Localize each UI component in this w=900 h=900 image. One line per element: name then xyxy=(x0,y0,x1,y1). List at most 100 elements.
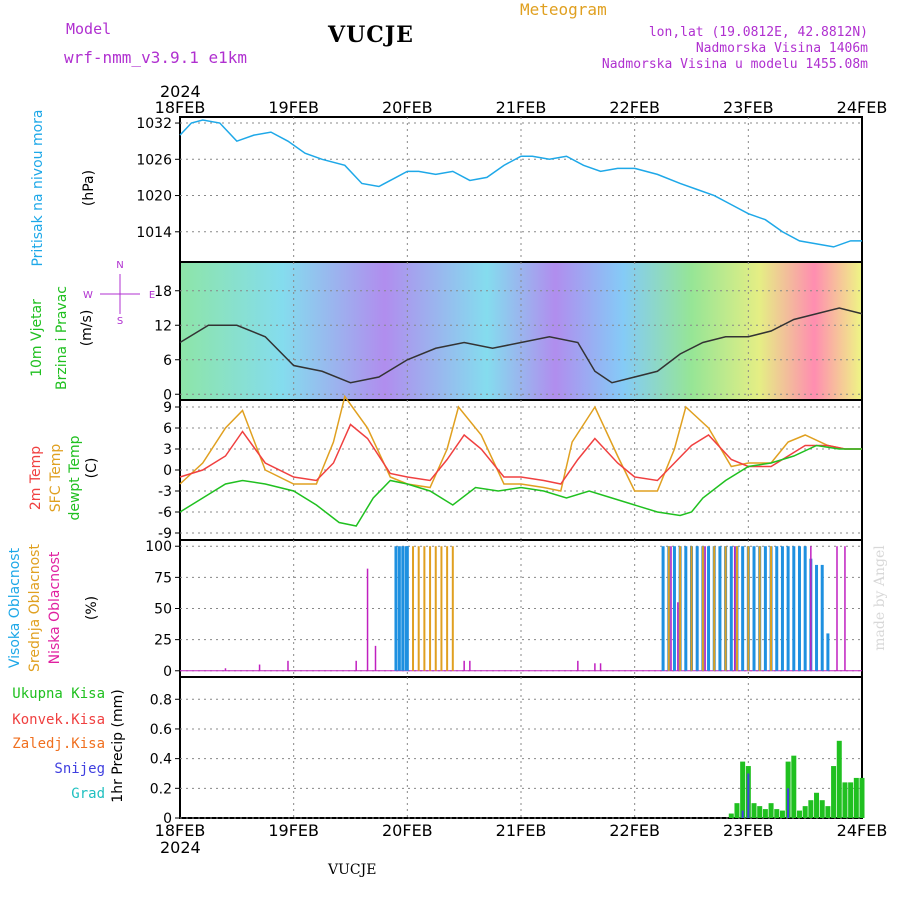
footer-station: VUCJE xyxy=(328,862,377,878)
total-precip-bar xyxy=(825,806,831,818)
compass-label: N xyxy=(116,260,123,271)
low-cloud-bar xyxy=(224,668,227,671)
low-cloud-bar xyxy=(463,660,465,671)
legend-snow: Snijeg xyxy=(54,761,105,777)
low-cloud-bar xyxy=(287,660,289,671)
high-cloud-bar xyxy=(792,546,796,671)
low-cloud-bar xyxy=(594,663,596,671)
high-cloud-bar xyxy=(797,546,801,671)
legend-conv-precip: Konvek.Kisa xyxy=(12,712,105,728)
model-altitude-text: Nadmorska Visina u modelu 1455.08m xyxy=(601,57,868,72)
total-precip-bar xyxy=(859,777,865,818)
total-precip-bar xyxy=(814,792,820,818)
year-top: 2024 xyxy=(160,82,201,101)
x-tick-label-top: 22FEB xyxy=(609,98,660,117)
low-cloud-bar xyxy=(366,568,369,671)
mid-cloud-bar xyxy=(434,546,437,671)
x-tick-label-bottom: 22FEB xyxy=(609,821,660,840)
y-tick-label: 0.6 xyxy=(150,722,172,738)
x-tick-label-bottom: 18FEB xyxy=(155,821,206,840)
high-cloud-bar xyxy=(695,546,699,671)
x-tick-label-bottom: 23FEB xyxy=(723,821,774,840)
page-title: VUCJE xyxy=(328,22,414,48)
y-tick-label: 0.2 xyxy=(150,781,172,797)
total-precip-bar xyxy=(802,806,808,818)
low-cloud-bar xyxy=(599,663,602,671)
low-cloud-bar xyxy=(670,546,672,671)
y-tick-label: 12 xyxy=(154,318,172,334)
high-cloud-bar xyxy=(786,546,790,671)
high-cloud-bar xyxy=(405,546,409,671)
y-tick-label: 18 xyxy=(154,284,172,300)
y-tick-label: -6 xyxy=(158,505,172,521)
year-bottom: 2024 xyxy=(160,838,201,857)
high-cloud-bar xyxy=(684,546,688,671)
high-cloud-bar xyxy=(752,546,756,671)
dewpt-line xyxy=(179,444,862,527)
total-precip-bar xyxy=(762,809,768,818)
x-tick-label-bottom: 19FEB xyxy=(268,821,319,840)
high-cloud-bar xyxy=(661,546,665,671)
low-cloud-bar xyxy=(810,546,812,671)
compass-label: S xyxy=(117,316,123,327)
y-tick-label: 50 xyxy=(154,602,172,618)
sfc-temp-line xyxy=(179,394,862,492)
x-tick-label-top: 21FEB xyxy=(496,98,547,117)
total-precip-bar xyxy=(796,810,802,818)
total-precip-bar xyxy=(728,813,734,818)
y-tick-label: 0 xyxy=(163,811,172,827)
panel-frame-5 xyxy=(179,676,863,819)
y-tick-label: 1020 xyxy=(136,189,172,205)
total-precip-bar xyxy=(836,740,842,818)
y-tick-label: 6 xyxy=(163,353,172,369)
mid-cloud-bar xyxy=(747,546,750,671)
x-tick-label-top: 23FEB xyxy=(723,98,774,117)
x-tick-label-bottom: 21FEB xyxy=(496,821,547,840)
mid-cloud-bar xyxy=(724,546,727,671)
high-cloud-bar xyxy=(803,546,807,671)
total-precip-bar xyxy=(740,761,746,818)
y-tick-label: 0 xyxy=(163,463,172,479)
high-cloud-bar xyxy=(401,546,405,671)
mid-cloud-bar xyxy=(417,546,420,671)
total-precip-bar xyxy=(791,755,797,818)
total-precip-bar xyxy=(751,803,757,818)
high-cloud-bar xyxy=(775,546,779,671)
y-tick-label: 0.8 xyxy=(150,692,172,708)
y-tick-label: -9 xyxy=(158,526,172,542)
mid-cloud-bar xyxy=(440,546,443,671)
y-tick-label: 0 xyxy=(163,387,172,403)
coords-text: lon,lat (19.0812E, 42.8812N) xyxy=(648,25,868,40)
high-cloud-bar xyxy=(672,546,676,671)
compass-label: E xyxy=(149,290,155,301)
mid-cloud-bar xyxy=(690,546,693,671)
y-tick-label: 9 xyxy=(163,400,172,416)
low-cloud-bar xyxy=(836,546,838,671)
x-tick-label-top: 20FEB xyxy=(382,98,433,117)
model-label: Model xyxy=(66,20,112,38)
low-cloud-bar xyxy=(374,645,377,671)
mid-cloud-bar xyxy=(429,546,432,671)
y-tick-label: 3 xyxy=(163,442,172,458)
mid-cloud-bar xyxy=(451,546,454,671)
total-precip-bar xyxy=(848,782,854,818)
snow-bar xyxy=(741,810,744,818)
x-tick-label-bottom: 20FEB xyxy=(382,821,433,840)
high-cloud-bar xyxy=(707,546,711,671)
high-cloud-bar xyxy=(815,564,819,671)
total-precip-bar xyxy=(768,803,774,818)
wind-speed-line xyxy=(179,307,863,384)
mid-cloud-bar xyxy=(770,546,773,671)
y-tick-label: 1014 xyxy=(136,225,172,241)
total-precip-bar xyxy=(853,777,859,818)
mid-cloud-bar xyxy=(758,546,761,671)
pressure-line xyxy=(179,119,862,248)
legend-frozen-precip: Zaledj.Kisa xyxy=(12,736,105,752)
compass-label: W xyxy=(83,290,93,301)
y-tick-label: 0 xyxy=(163,664,172,680)
snow-bar xyxy=(787,788,790,818)
legend-hail: Grad xyxy=(71,786,105,802)
mid-cloud-bar xyxy=(735,546,738,671)
high-cloud-bar xyxy=(780,546,784,671)
total-precip-bar xyxy=(757,806,763,818)
